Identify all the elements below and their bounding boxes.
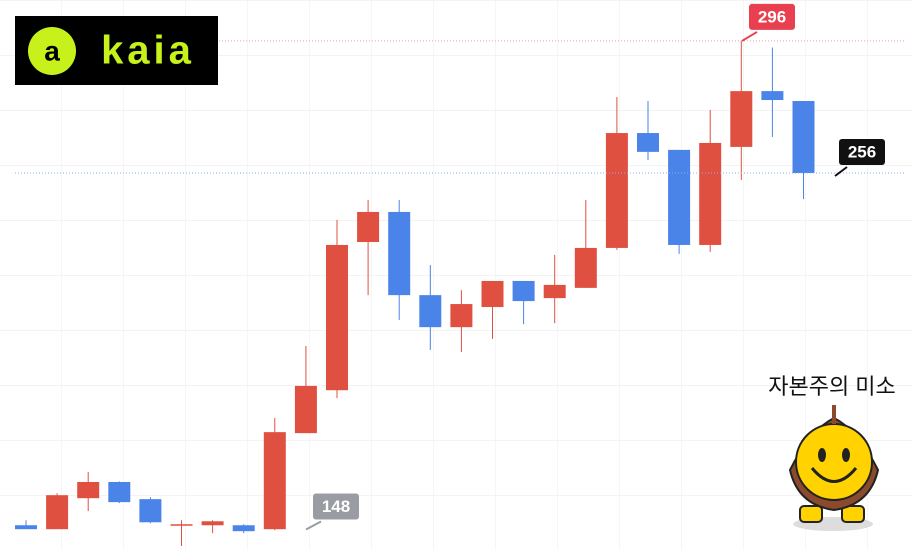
candle-body bbox=[419, 295, 442, 328]
candle-body bbox=[730, 91, 753, 147]
eye bbox=[842, 448, 850, 462]
candle-body bbox=[294, 385, 317, 434]
logo: a kaia bbox=[15, 16, 218, 85]
candle-body bbox=[232, 525, 255, 532]
candle-body bbox=[263, 432, 286, 530]
tag-pointer bbox=[741, 31, 758, 42]
tag-box bbox=[839, 138, 885, 165]
tag-box bbox=[313, 493, 359, 520]
tag-label: 148 bbox=[322, 497, 350, 516]
candle-body bbox=[77, 481, 100, 499]
tag-box bbox=[749, 3, 795, 30]
face bbox=[795, 423, 873, 501]
candle-body bbox=[139, 499, 162, 523]
logo-text: kaia bbox=[101, 29, 195, 73]
candle-body bbox=[668, 149, 691, 245]
candle-body bbox=[108, 481, 131, 503]
caption: 자본주의 미소 bbox=[768, 374, 896, 399]
logo-icon-glyph: a bbox=[44, 35, 60, 66]
candle-body bbox=[512, 280, 535, 302]
candle-body bbox=[15, 525, 37, 530]
tag-label: 296 bbox=[758, 7, 786, 26]
candle-body bbox=[761, 91, 784, 101]
candle-body bbox=[574, 247, 597, 288]
tag-label: 256 bbox=[848, 142, 876, 161]
low-tag: 148 bbox=[305, 493, 359, 531]
candle-body bbox=[699, 142, 722, 245]
logo-icon bbox=[28, 27, 76, 75]
candle-body bbox=[481, 280, 504, 308]
eye bbox=[818, 448, 826, 462]
candle-body bbox=[201, 521, 224, 526]
smile bbox=[810, 467, 858, 483]
candle-body bbox=[388, 211, 411, 296]
foot bbox=[841, 505, 865, 523]
tag-pointer bbox=[834, 166, 848, 177]
candle-body bbox=[326, 244, 348, 391]
candles bbox=[15, 40, 905, 547]
tag-pointer bbox=[305, 520, 322, 531]
mascot: 자본주의 미소 bbox=[768, 374, 896, 531]
candle-body bbox=[543, 284, 566, 299]
candle-body bbox=[792, 101, 815, 173]
candle-body bbox=[46, 495, 69, 530]
high-tag: 296 bbox=[741, 3, 795, 42]
foot bbox=[799, 505, 823, 523]
candle-body bbox=[357, 211, 380, 242]
candle-body bbox=[637, 133, 659, 152]
candle-body bbox=[450, 304, 473, 328]
candle-body bbox=[170, 524, 193, 526]
last-tag: 256 bbox=[834, 138, 885, 177]
candle-body bbox=[605, 133, 628, 248]
